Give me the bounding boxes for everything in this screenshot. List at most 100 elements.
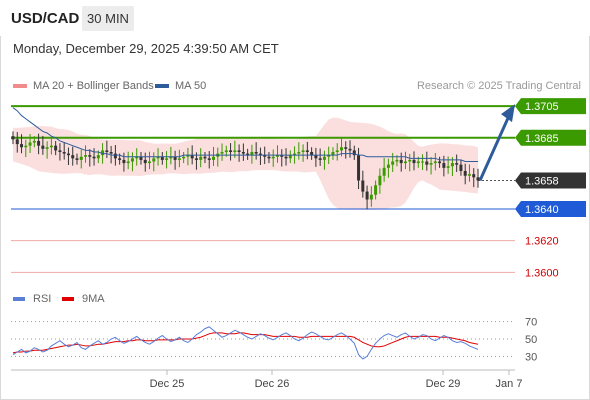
- candle-body: [71, 155, 75, 159]
- level-label-1.3600: 1.3600: [525, 267, 559, 279]
- bollinger-swatch: [13, 84, 27, 89]
- candle-body: [194, 158, 198, 160]
- candle-body: [143, 159, 147, 164]
- candle-body: [408, 159, 412, 162]
- candle-body: [421, 161, 425, 163]
- level-label-1.3705: 1.3705: [525, 101, 559, 113]
- candles-layer: [11, 131, 480, 210]
- legend-ma50: MA 50: [155, 80, 206, 92]
- candle-body: [220, 152, 224, 154]
- timestamp: Monday, December 29, 2025 4:39:50 AM CET: [13, 41, 279, 56]
- candle-body: [84, 155, 88, 157]
- candle-body: [399, 159, 403, 164]
- candle-body: [335, 150, 339, 152]
- legend-9ma-label: 9MA: [82, 293, 105, 305]
- candle-body: [425, 161, 429, 165]
- candle-body: [190, 155, 194, 159]
- candle-body: [254, 152, 258, 154]
- candle-body: [156, 156, 160, 159]
- candle-body: [241, 152, 245, 154]
- candle-body: [173, 156, 177, 160]
- candle-body: [467, 174, 471, 176]
- candle-body: [101, 150, 105, 156]
- candle-body: [88, 155, 92, 157]
- candle-body: [382, 167, 386, 176]
- candle-body: [263, 155, 267, 157]
- candle-body: [148, 161, 152, 164]
- candle-body: [122, 159, 126, 164]
- candle-body: [79, 156, 83, 160]
- candle-body: [165, 158, 169, 160]
- candle-body: [455, 163, 459, 165]
- interval-button[interactable]: 30 MIN: [82, 6, 134, 31]
- candle-body: [66, 153, 70, 156]
- legend-bollinger: MA 20 + Bollinger Bands: [13, 80, 154, 92]
- levels-layer: [11, 105, 515, 273]
- candle-body: [310, 152, 314, 156]
- candle-body: [357, 155, 361, 181]
- candle-body: [135, 156, 139, 159]
- candle-body: [327, 155, 331, 157]
- candle-body: [472, 174, 476, 178]
- candle-body: [297, 152, 301, 154]
- candle-body: [160, 156, 164, 160]
- candle-body: [186, 155, 190, 157]
- x-tick-label: Dec 26: [255, 378, 290, 390]
- candle-body: [109, 152, 113, 154]
- candle-body: [318, 158, 322, 160]
- legend-rsi-label: RSI: [33, 293, 52, 305]
- x-tick-label: Dec 25: [150, 378, 185, 390]
- level-tag-1.3640: [515, 201, 586, 217]
- level-tags-layer: 1.3705 1.3685 1.3658 1.3640 1.3620 1.3600: [515, 98, 586, 279]
- level-tag-1.3685: [515, 129, 586, 146]
- projection-arrow-head: [501, 104, 515, 123]
- candle-body: [275, 155, 279, 157]
- candle-body: [305, 150, 309, 152]
- candle-body: [113, 153, 117, 159]
- candle-body: [267, 156, 271, 159]
- candle-body: [386, 164, 390, 168]
- x-tick-label: Jan 7: [496, 378, 523, 390]
- candle-body: [24, 145, 28, 148]
- candle-body: [224, 150, 228, 152]
- header-bar: USD/CAD 30 MIN: [0, 0, 590, 36]
- candle-body: [284, 156, 288, 159]
- candle-body: [199, 156, 203, 160]
- ma50-layer: [12, 107, 478, 162]
- level-tag-1.3705: [515, 98, 586, 115]
- candle-body: [207, 158, 211, 160]
- ma50-line: [12, 107, 478, 162]
- candle-body: [49, 145, 53, 148]
- candle-body: [11, 136, 15, 140]
- candle-body: [476, 177, 480, 181]
- candle-body: [429, 163, 433, 165]
- legend-ma50-label: MA 50: [175, 80, 207, 92]
- candle-body: [28, 142, 32, 146]
- candle-body: [169, 156, 173, 159]
- candle-body: [32, 140, 36, 143]
- rsi-panel: 70 50 30: [11, 317, 537, 363]
- candle-body: [54, 145, 58, 151]
- candle-body: [344, 147, 348, 149]
- candle-body: [105, 150, 109, 152]
- candle-body: [41, 145, 45, 149]
- candle-body: [75, 158, 79, 160]
- rsi-line: [12, 326, 479, 360]
- legend-bollinger-label: MA 20 + Bollinger Bands: [33, 80, 154, 92]
- candle-body: [271, 156, 275, 159]
- candle-body: [459, 164, 463, 171]
- candle-body: [96, 155, 100, 159]
- candle-body: [403, 161, 407, 164]
- candle-body: [301, 150, 305, 152]
- candle-body: [258, 153, 262, 156]
- candle-body: [58, 150, 62, 152]
- level-label-1.3658: 1.3658: [525, 176, 559, 188]
- candle-body: [339, 147, 343, 151]
- candle-body: [229, 150, 233, 152]
- legend-rsi: RSI: [13, 293, 51, 305]
- x-tick-label: Dec 29: [426, 378, 461, 390]
- candle-body: [92, 156, 96, 159]
- candle-body: [374, 185, 378, 195]
- candle-body: [442, 163, 446, 168]
